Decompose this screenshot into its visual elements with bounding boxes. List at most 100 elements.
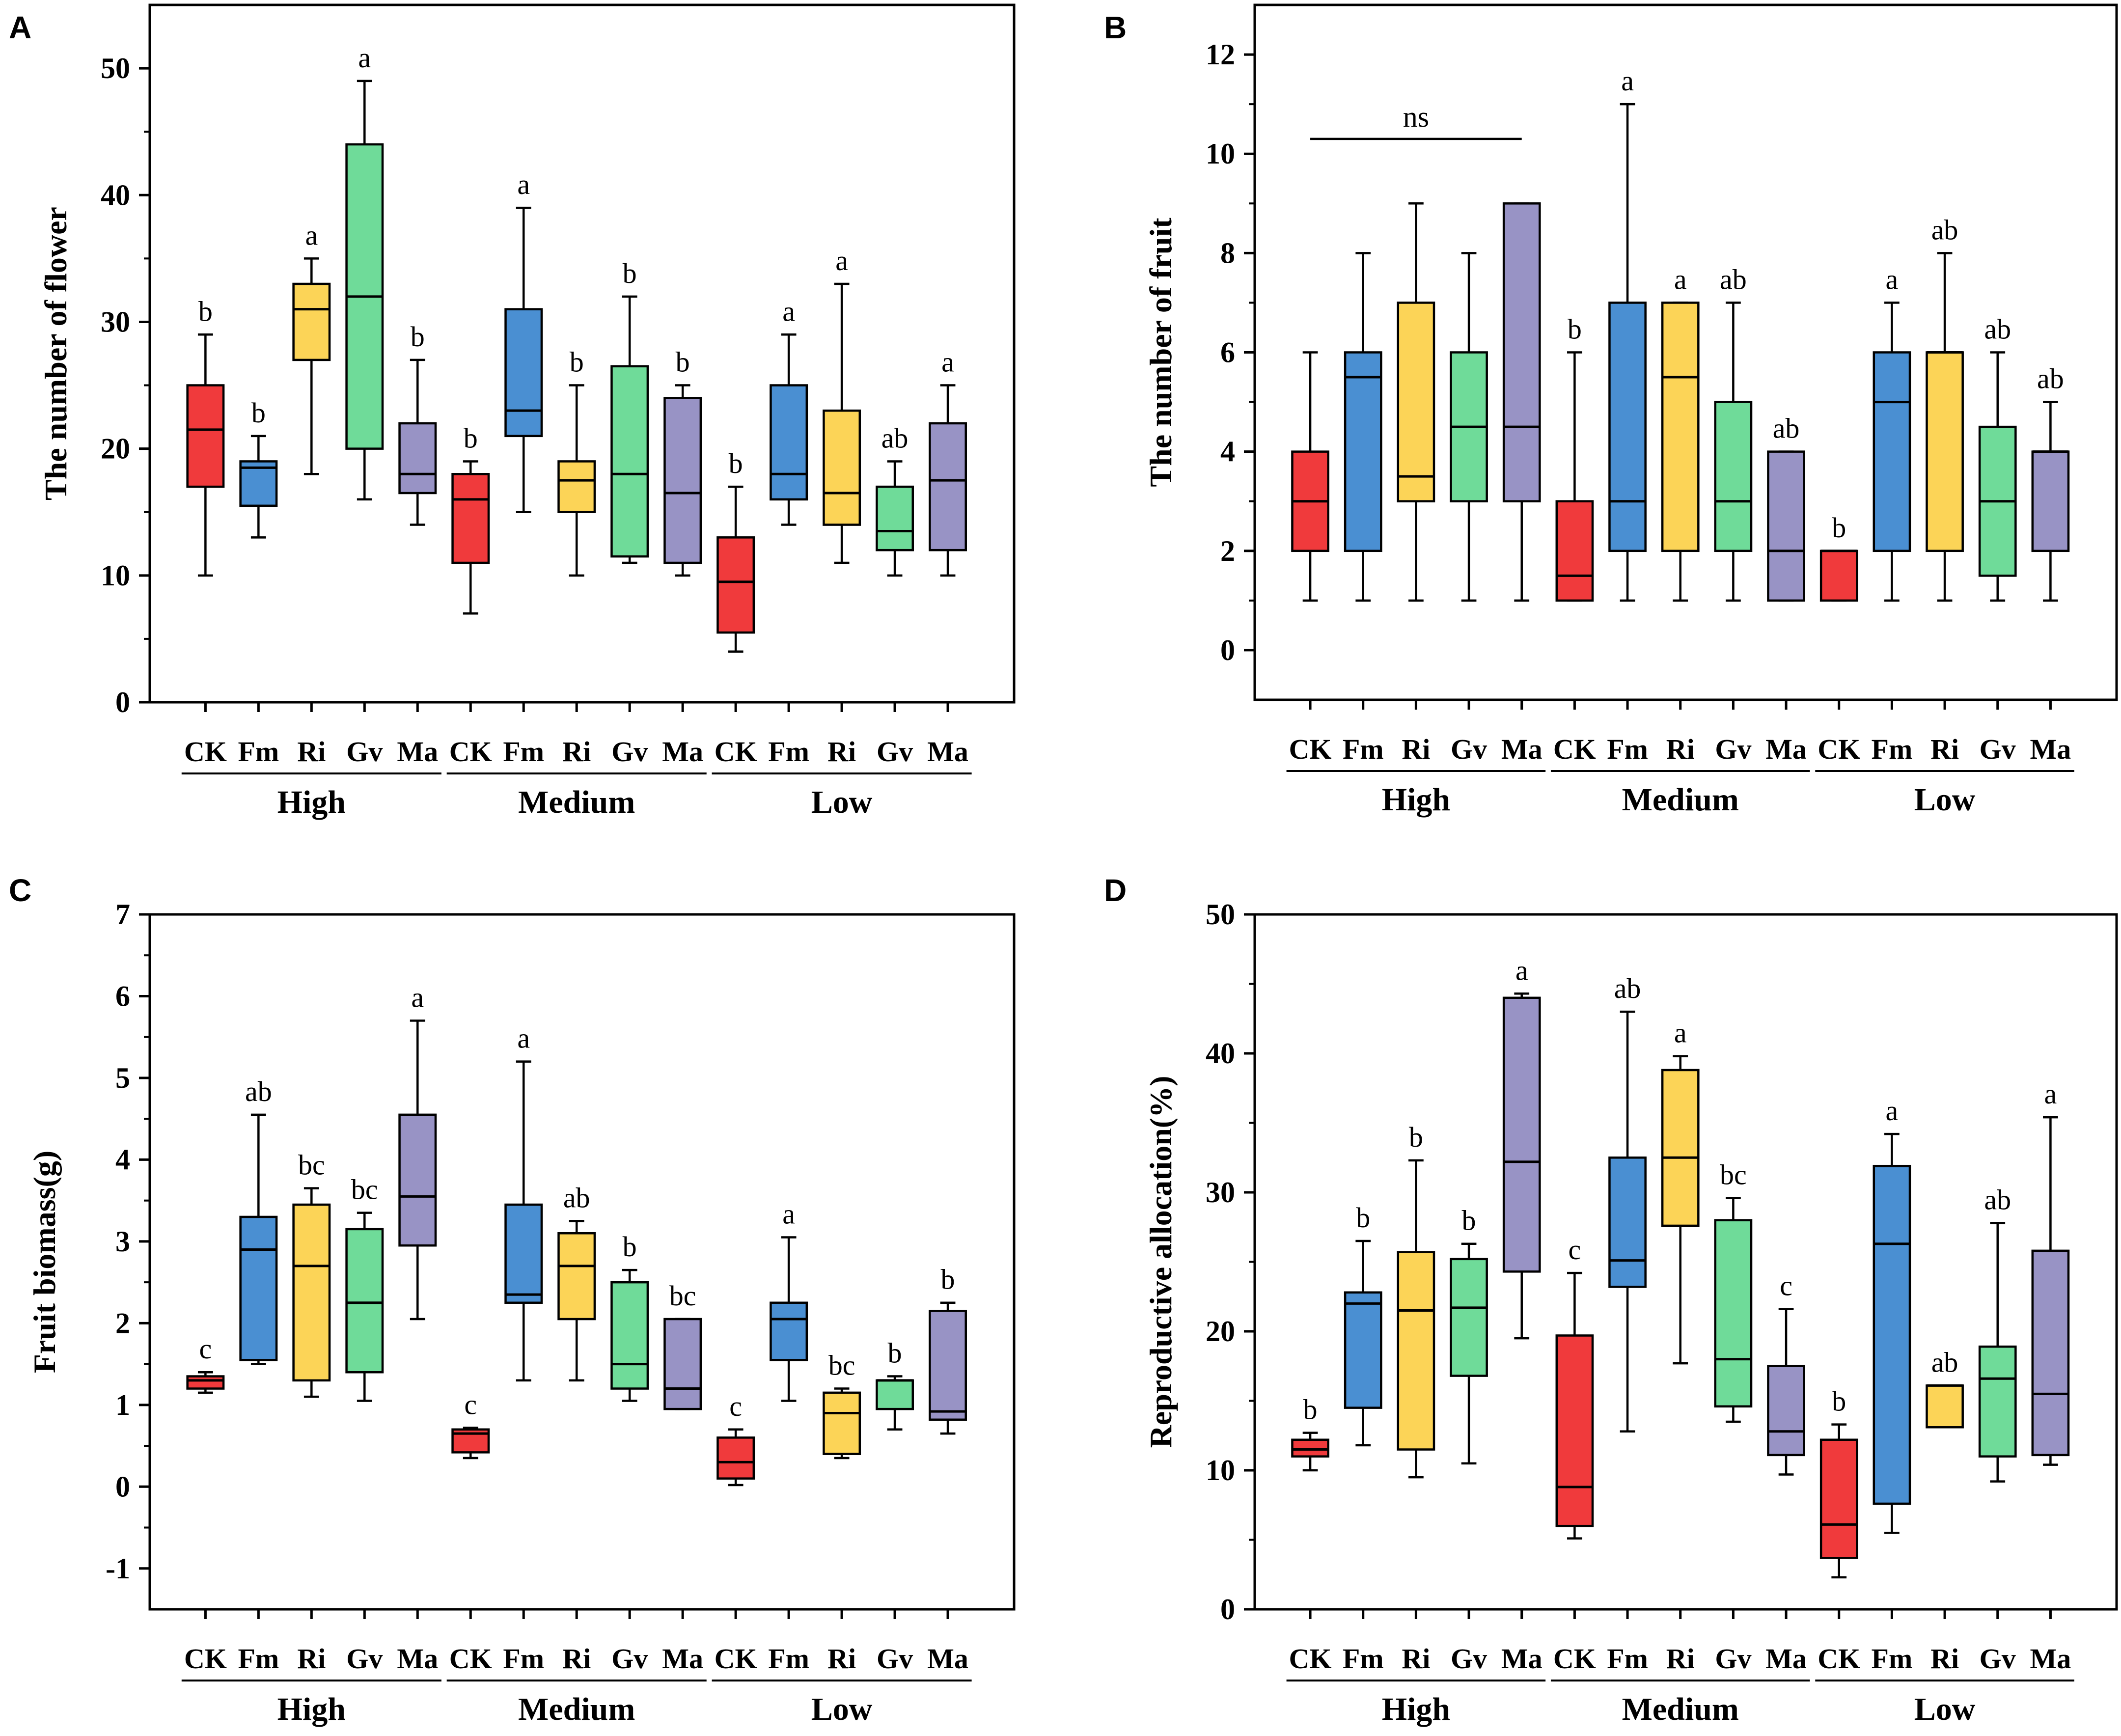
x-tick-label: Gv <box>1451 733 1487 765</box>
box-body <box>1714 401 1753 552</box>
significance-letter: bc <box>351 1174 378 1206</box>
box-low-fm: a <box>770 1198 808 1402</box>
significance-letter: a <box>782 295 795 327</box>
x-tick-label: CK <box>1289 733 1332 765</box>
box-high-fm: ab <box>239 1075 278 1365</box>
box-body <box>398 1113 437 1247</box>
significance-letter: bc <box>828 1350 855 1381</box>
box-medium-ri: a <box>1661 263 1700 602</box>
y-tick-label: 20 <box>101 433 130 465</box>
y-tick-label: 10 <box>101 559 130 592</box>
box-body <box>2031 450 2070 552</box>
box-medium-ma: c <box>1767 1270 1805 1476</box>
significance-letter: b <box>623 1231 637 1263</box>
y-axis-label: Reproductive allocation(%) <box>1143 1076 1178 1448</box>
box-low-gv: ab <box>1978 1184 2017 1483</box>
y-tick-label: 5 <box>115 1062 130 1094</box>
significance-letter: bc <box>298 1149 325 1181</box>
box-medium-ri: a <box>1661 1017 1700 1365</box>
box-body <box>1661 302 1700 552</box>
box-body <box>398 422 437 495</box>
x-tick-label: Ri <box>1402 733 1430 765</box>
box-high-ri: bc <box>292 1149 331 1398</box>
x-tick-label: Ri <box>562 1643 591 1675</box>
significance-letter: b <box>1409 1121 1423 1153</box>
box-body <box>1873 1164 1911 1505</box>
x-tick-label: Fm <box>503 736 544 768</box>
box-high-ck: c <box>186 1333 225 1394</box>
significance-letter: a <box>835 245 848 276</box>
box-body <box>1344 351 1382 552</box>
x-tick-label: Ma <box>927 736 968 768</box>
x-tick-label: Ri <box>1930 1643 1959 1675</box>
x-tick-label: Ri <box>827 1643 856 1675</box>
group-label: Low <box>1914 1691 1976 1727</box>
y-tick-label: 12 <box>1206 38 1235 71</box>
box-medium-ck: b <box>1555 313 1594 602</box>
box-medium-ck: b <box>451 422 490 615</box>
box-low-ri: ab <box>1926 1346 1964 1429</box>
significance-letter: a <box>1515 954 1528 986</box>
y-axis-label: The number of fruit <box>1143 218 1178 487</box>
significance-letter: ab <box>1984 1184 2011 1215</box>
panel-b: B 0 2 4 6 8 10 12 The number of fruit CK Fm Ri Gv Ma H… <box>1104 3 2118 818</box>
box-low-gv: ab <box>1978 313 2017 602</box>
box-body <box>663 397 702 564</box>
y-tick-label: 8 <box>1220 237 1235 269</box>
significance-letter: a <box>1621 65 1634 97</box>
significance-letter: c <box>199 1333 212 1365</box>
box-medium-ma: ab <box>1767 413 1805 602</box>
box-medium-ma: b <box>663 346 702 577</box>
y-tick-label: 4 <box>115 1143 130 1176</box>
x-tick-label: CK <box>184 736 227 768</box>
y-tick-label: 50 <box>101 52 130 84</box>
x-tick-label: Fm <box>768 1643 809 1675</box>
x-tick-label: Fm <box>238 736 279 768</box>
x-tick-label: Ma <box>927 1643 968 1675</box>
y-tick-label: 6 <box>115 980 130 1012</box>
group-label: High <box>1382 782 1450 818</box>
x-tick-label: Gv <box>611 736 648 768</box>
box-body <box>1608 302 1647 552</box>
box-body <box>876 1379 914 1410</box>
x-tick-label: CK <box>1553 733 1596 765</box>
panel-label: D <box>1104 873 1127 908</box>
box-low-ri: bc <box>823 1350 861 1460</box>
y-tick-label: 2 <box>115 1307 130 1339</box>
panel-label: C <box>9 873 31 908</box>
x-tick-label: Gv <box>877 1643 913 1675</box>
significance-letter: b <box>888 1337 902 1369</box>
x-tick-label: Ma <box>2030 1643 2071 1675</box>
box-body <box>345 1228 384 1374</box>
box-body <box>1926 351 1964 552</box>
box-body <box>292 282 331 361</box>
significance-letter: c <box>729 1390 742 1422</box>
x-tick-label: CK <box>1818 733 1860 765</box>
box-body <box>1555 1334 1594 1527</box>
x-tick-label: Fm <box>1872 1643 1913 1675</box>
panel-label: A <box>9 10 31 45</box>
y-tick-label: 4 <box>1220 436 1235 468</box>
box-body <box>1502 202 1541 502</box>
x-tick-label: Ri <box>1666 1643 1695 1675</box>
x-tick-label: CK <box>715 1643 757 1675</box>
significance-letter: b <box>570 346 584 378</box>
group-label: High <box>277 1691 346 1727</box>
x-tick-label: Gv <box>1980 1643 2016 1675</box>
box-high-ck <box>1291 351 1329 602</box>
panel-a: A 0 10 20 30 40 50 The number of flower CK Fm Ri Gv… <box>9 3 1016 820</box>
x-tick-label: Fm <box>1343 1643 1384 1675</box>
y-tick-label: 7 <box>115 898 130 931</box>
x-tick-label: Gv <box>346 736 383 768</box>
box-body <box>610 365 649 558</box>
significance-letter: c <box>1569 1234 1581 1266</box>
x-tick-label: Ri <box>297 736 326 768</box>
box-body <box>504 308 543 438</box>
y-tick-label: 0 <box>115 686 130 718</box>
group-label: Medium <box>1622 1691 1739 1727</box>
y-axis-label: The number of flower <box>38 207 73 500</box>
panel-d: D 0 10 20 30 40 50 Reproductive allocation(%) CK… <box>1104 873 2118 1727</box>
box-body <box>716 536 755 634</box>
box-body <box>557 1232 596 1321</box>
box-body <box>1291 1438 1329 1458</box>
